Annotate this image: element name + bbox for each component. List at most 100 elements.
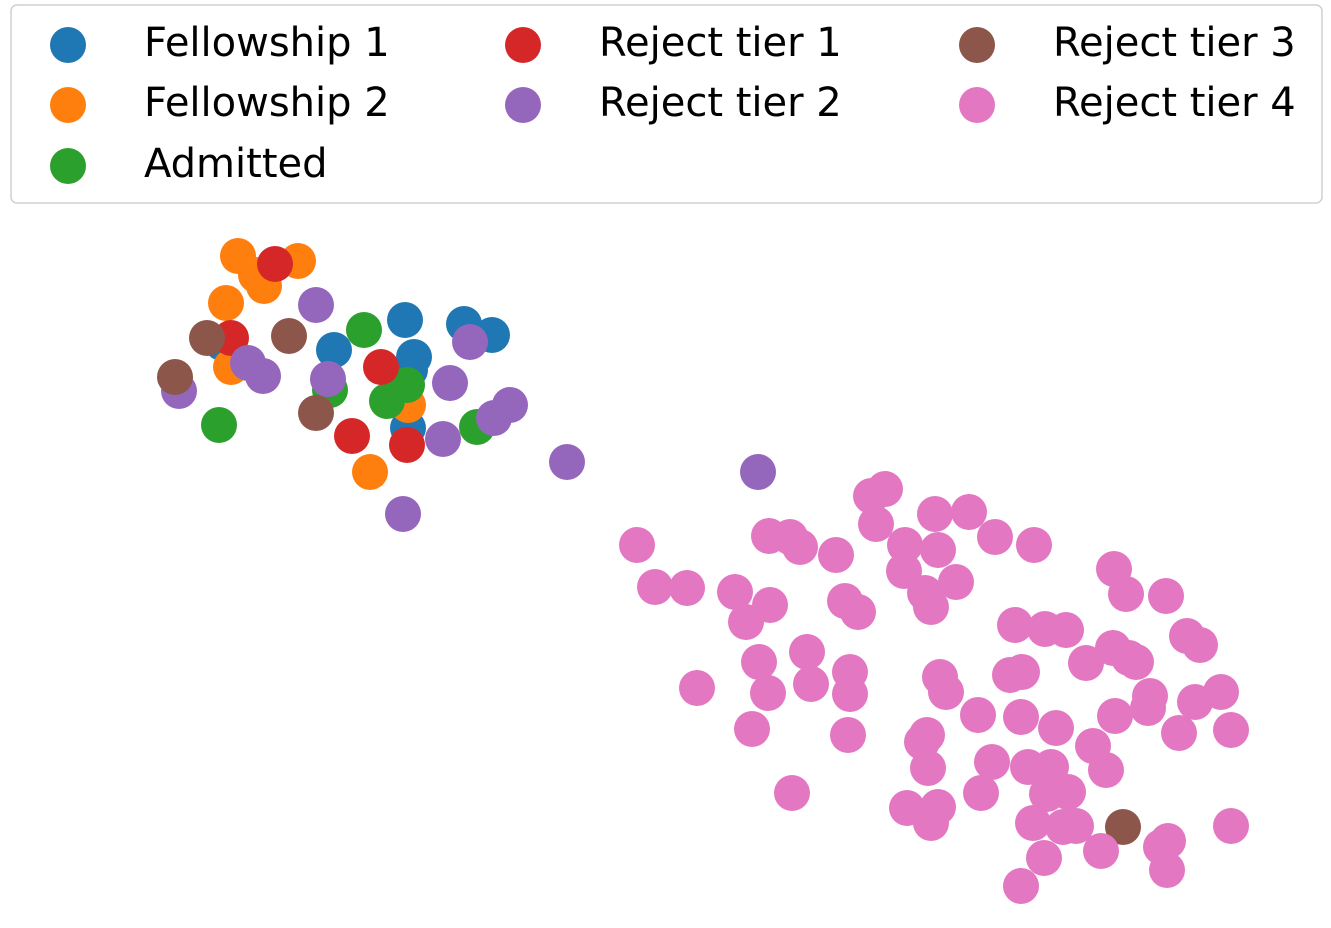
scatter-point bbox=[832, 676, 868, 712]
scatter-point bbox=[432, 365, 468, 401]
scatter-point bbox=[298, 395, 334, 431]
legend-label: Reject tier 3 bbox=[1053, 20, 1296, 66]
scatter-point bbox=[741, 644, 777, 680]
scatter-point bbox=[818, 537, 854, 573]
scatter-point bbox=[201, 407, 237, 443]
legend-marker bbox=[959, 87, 995, 123]
scatter-point bbox=[189, 320, 225, 356]
scatter-point bbox=[245, 358, 281, 394]
legend-label: Fellowship 1 bbox=[144, 20, 390, 66]
legend-label: Reject tier 4 bbox=[1053, 80, 1296, 126]
scatter-point bbox=[387, 302, 423, 338]
scatter-point bbox=[793, 666, 829, 702]
scatter-point bbox=[728, 604, 764, 640]
scatter-point bbox=[1088, 752, 1124, 788]
scatter-point bbox=[1105, 809, 1141, 845]
legend-marker bbox=[505, 27, 541, 63]
scatter-point bbox=[1068, 645, 1104, 681]
scatter-point bbox=[717, 574, 753, 610]
scatter-point bbox=[913, 805, 949, 841]
scatter-point bbox=[1108, 576, 1144, 612]
scatter-point bbox=[917, 496, 953, 532]
plot-area bbox=[157, 238, 1249, 904]
scatter-point bbox=[334, 418, 370, 454]
scatter-point bbox=[1038, 710, 1074, 746]
scatter-point bbox=[1003, 699, 1039, 735]
scatter-point bbox=[1004, 654, 1040, 690]
scatter-point bbox=[298, 287, 334, 323]
scatter-point bbox=[740, 454, 776, 490]
scatter-point bbox=[352, 454, 388, 490]
scatter-point bbox=[913, 589, 949, 625]
scatter-point bbox=[385, 496, 421, 532]
scatter-point bbox=[389, 427, 425, 463]
scatter-point bbox=[1130, 690, 1166, 726]
scatter-point bbox=[840, 594, 876, 630]
scatter-point bbox=[1048, 612, 1084, 648]
legend-label: Fellowship 2 bbox=[144, 80, 390, 126]
scatter-point bbox=[316, 332, 352, 368]
scatter-point bbox=[830, 717, 866, 753]
scatter-point bbox=[974, 744, 1010, 780]
scatter-point bbox=[853, 478, 889, 514]
scatter-point bbox=[452, 324, 488, 360]
legend-marker bbox=[50, 87, 86, 123]
scatter-point bbox=[1161, 715, 1197, 751]
legend: Fellowship 1 Fellowship 2 Admitted Reject t… bbox=[50, 20, 1296, 187]
scatter-point bbox=[669, 570, 705, 606]
scatter-point bbox=[1058, 808, 1094, 844]
scatter-point bbox=[1118, 644, 1154, 680]
scatter-point bbox=[346, 312, 382, 348]
legend-label: Admitted bbox=[144, 141, 328, 187]
scatter-point bbox=[858, 506, 894, 542]
scatter-point bbox=[476, 400, 512, 436]
scatter-point bbox=[1150, 823, 1186, 859]
scatter-point bbox=[1003, 868, 1039, 904]
scatter-point bbox=[1213, 712, 1249, 748]
scatter-point bbox=[1203, 674, 1239, 710]
scatter-point bbox=[1213, 808, 1249, 844]
scatter-point bbox=[425, 421, 461, 457]
scatter-point bbox=[789, 634, 825, 670]
scatter-point bbox=[637, 569, 673, 605]
scatter-point bbox=[369, 383, 405, 419]
scatter-point bbox=[619, 527, 655, 563]
scatter-point bbox=[1016, 527, 1052, 563]
legend-marker bbox=[505, 87, 541, 123]
scatter-point bbox=[1148, 578, 1184, 614]
scatter-point bbox=[549, 444, 585, 480]
scatter-point bbox=[257, 246, 293, 282]
scatter-point bbox=[1050, 774, 1086, 810]
scatter-point bbox=[1149, 852, 1185, 888]
scatter-point bbox=[679, 670, 715, 706]
scatter-point bbox=[1026, 840, 1062, 876]
scatter-point bbox=[887, 527, 923, 563]
scatter-point bbox=[363, 349, 399, 385]
scatter-point bbox=[734, 711, 770, 747]
scatter-point bbox=[938, 564, 974, 600]
legend-marker bbox=[50, 148, 86, 184]
scatter-point bbox=[157, 359, 193, 395]
scatter-point bbox=[977, 519, 1013, 555]
scatter-point bbox=[910, 750, 946, 786]
scatter-point bbox=[997, 607, 1033, 643]
scatter-point bbox=[963, 775, 999, 811]
legend-marker bbox=[959, 27, 995, 63]
scatter-point bbox=[310, 361, 346, 397]
scatter-point bbox=[960, 697, 996, 733]
scatter-point bbox=[1015, 805, 1051, 841]
legend-marker bbox=[50, 27, 86, 63]
scatter-point bbox=[782, 529, 818, 565]
scatter-point bbox=[920, 532, 956, 568]
legend-label: Reject tier 2 bbox=[599, 80, 842, 126]
scatter-point bbox=[1182, 627, 1218, 663]
scatter-point bbox=[1097, 698, 1133, 734]
scatter-point bbox=[774, 775, 810, 811]
scatter-point bbox=[951, 494, 987, 530]
legend-box bbox=[10, 4, 1323, 204]
scatter-point bbox=[1083, 833, 1119, 869]
legend-label: Reject tier 1 bbox=[599, 20, 842, 66]
scatter-point bbox=[750, 675, 786, 711]
